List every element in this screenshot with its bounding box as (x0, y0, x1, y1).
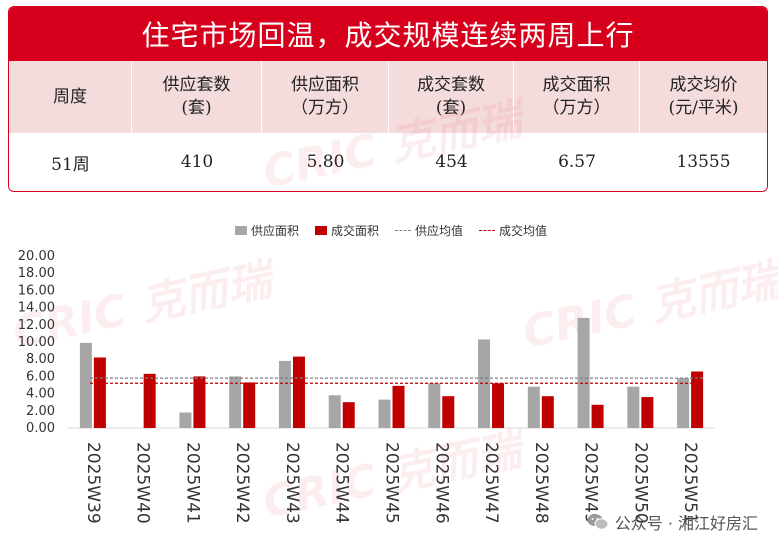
header-cell-supply-units: 供应套数 (套) (132, 61, 262, 133)
bar-supply-area (278, 360, 291, 428)
header-cell-week: 周度 (9, 61, 132, 133)
bar-supply-area (428, 383, 441, 428)
table-header-row: 周度 供应套数 (套) 供应面积 （万方） 成交套数 (套) 成交面积 （万方）… (9, 61, 767, 133)
table-row: 51周 410 5.80 454 6.57 13555 (9, 133, 767, 191)
bar-deal-area (193, 376, 206, 428)
footer-credit: 公众号 · 湘江好房汇 (587, 510, 758, 534)
legend-swatch-deal (315, 225, 328, 235)
bar-supply-area (328, 395, 341, 428)
x-tick-label: 2025W48 (531, 442, 551, 524)
bar-supply-area (527, 386, 540, 428)
chart-legend: 供应面积 成交面积 供应均值 成交均值 (235, 220, 563, 240)
bar-supply-area (229, 376, 242, 428)
legend-swatch-supply (235, 225, 247, 235)
legend-item-supply-avg: 供应均值 (395, 222, 463, 239)
y-tick-label: 0.00 (26, 421, 55, 436)
legend-label-deal-area: 成交面积 (331, 223, 380, 238)
legend-item-supply-area: 供应面积 (235, 222, 299, 239)
bar-deal-area (342, 402, 355, 428)
y-tick-label: 6.00 (26, 369, 55, 384)
bar-supply-area (627, 386, 640, 428)
y-tick-label: 8.00 (26, 352, 55, 367)
bar-deal-area (541, 396, 554, 428)
y-tick-label: 14.00 (18, 301, 55, 316)
bar-deal-area (591, 404, 604, 428)
x-tick-label: 2025W47 (481, 442, 501, 524)
header-cell-deal-area: 成交面积 （万方） (514, 61, 640, 133)
legend-item-deal-area: 成交面积 (315, 222, 379, 239)
x-tick-label: 2025W50 (630, 442, 650, 524)
value-cell-deal-units: 454 (435, 152, 468, 172)
bar-deal-area (442, 396, 455, 428)
bar-deal-area (243, 382, 256, 428)
x-tick-label: 2025W41 (182, 442, 202, 524)
value-cell-deal-area: 6.57 (558, 152, 596, 172)
bar-supply-area (478, 339, 491, 428)
x-tick-label: 2025W43 (282, 442, 302, 524)
bar-supply-area (179, 412, 192, 428)
value-cell-week: 51周 (51, 154, 90, 175)
y-tick-label: 10.00 (18, 335, 55, 350)
bar-deal-area (292, 356, 305, 428)
header-cell-supply-area: 供应面积 （万方） (262, 61, 389, 133)
bar-deal-area (392, 385, 405, 428)
bar-deal-area (93, 357, 106, 428)
legend-label-supply-area: 供应面积 (251, 223, 300, 238)
bar-supply-area (577, 317, 590, 428)
x-tick-label: 2025W46 (431, 442, 451, 524)
x-tick-label: 2025W44 (332, 442, 352, 524)
x-tick-label: 2025W49 (581, 442, 601, 524)
legend-line-deal-avg (479, 229, 496, 231)
card-title: 住宅市场回温，成交规模连续两周上行 (9, 7, 767, 61)
bar-deal-area (143, 373, 156, 428)
legend-line-supply-avg (395, 229, 412, 231)
y-tick-label: 4.00 (26, 387, 55, 402)
x-tick-label: 2025W51 (680, 442, 700, 524)
legend-label-deal-avg: 成交均值 (499, 223, 548, 238)
y-tick-label: 12.00 (18, 318, 55, 333)
y-tick-label: 20.00 (18, 249, 55, 264)
y-tick-label: 2.00 (26, 404, 55, 419)
y-tick-label: 16.00 (18, 283, 55, 298)
bar-deal-area (641, 397, 654, 428)
x-tick-label: 2025W40 (133, 442, 153, 524)
footer-text: 公众号 · 湘江好房汇 (614, 514, 758, 533)
bar-chart: 0.00 2.00 4.00 6.00 8.00 10.00 12.00 14.00 16.00… (18, 249, 715, 524)
x-tick-label: 2025W42 (232, 442, 252, 524)
bar-supply-area (378, 399, 391, 428)
bar-deal-area (492, 383, 505, 428)
header-cell-avg-price: 成交均价 (元/平米) (668, 75, 739, 118)
header-cell-deal-units: 成交套数 (套) (389, 61, 514, 133)
legend-item-deal-avg: 成交均值 (479, 222, 547, 239)
value-cell-supply-area: 5.80 (306, 152, 345, 172)
summary-card: 住宅市场回温，成交规模连续两周上行 周度 供应套数 (套) 供应面积 （万方） … (8, 6, 768, 192)
value-cell-supply-units: 410 (180, 152, 214, 172)
bar-supply-area (79, 342, 92, 428)
legend-label-supply-avg: 供应均值 (415, 223, 464, 238)
y-tick-label: 18.00 (18, 266, 55, 281)
x-tick-label: 2025W39 (83, 442, 103, 524)
x-tick-label: 2025W45 (382, 442, 402, 524)
value-cell-avg-price: 13555 (676, 152, 731, 172)
bar-supply-area (677, 378, 690, 428)
wechat-icon (587, 514, 609, 530)
bar-deal-area (691, 371, 704, 428)
